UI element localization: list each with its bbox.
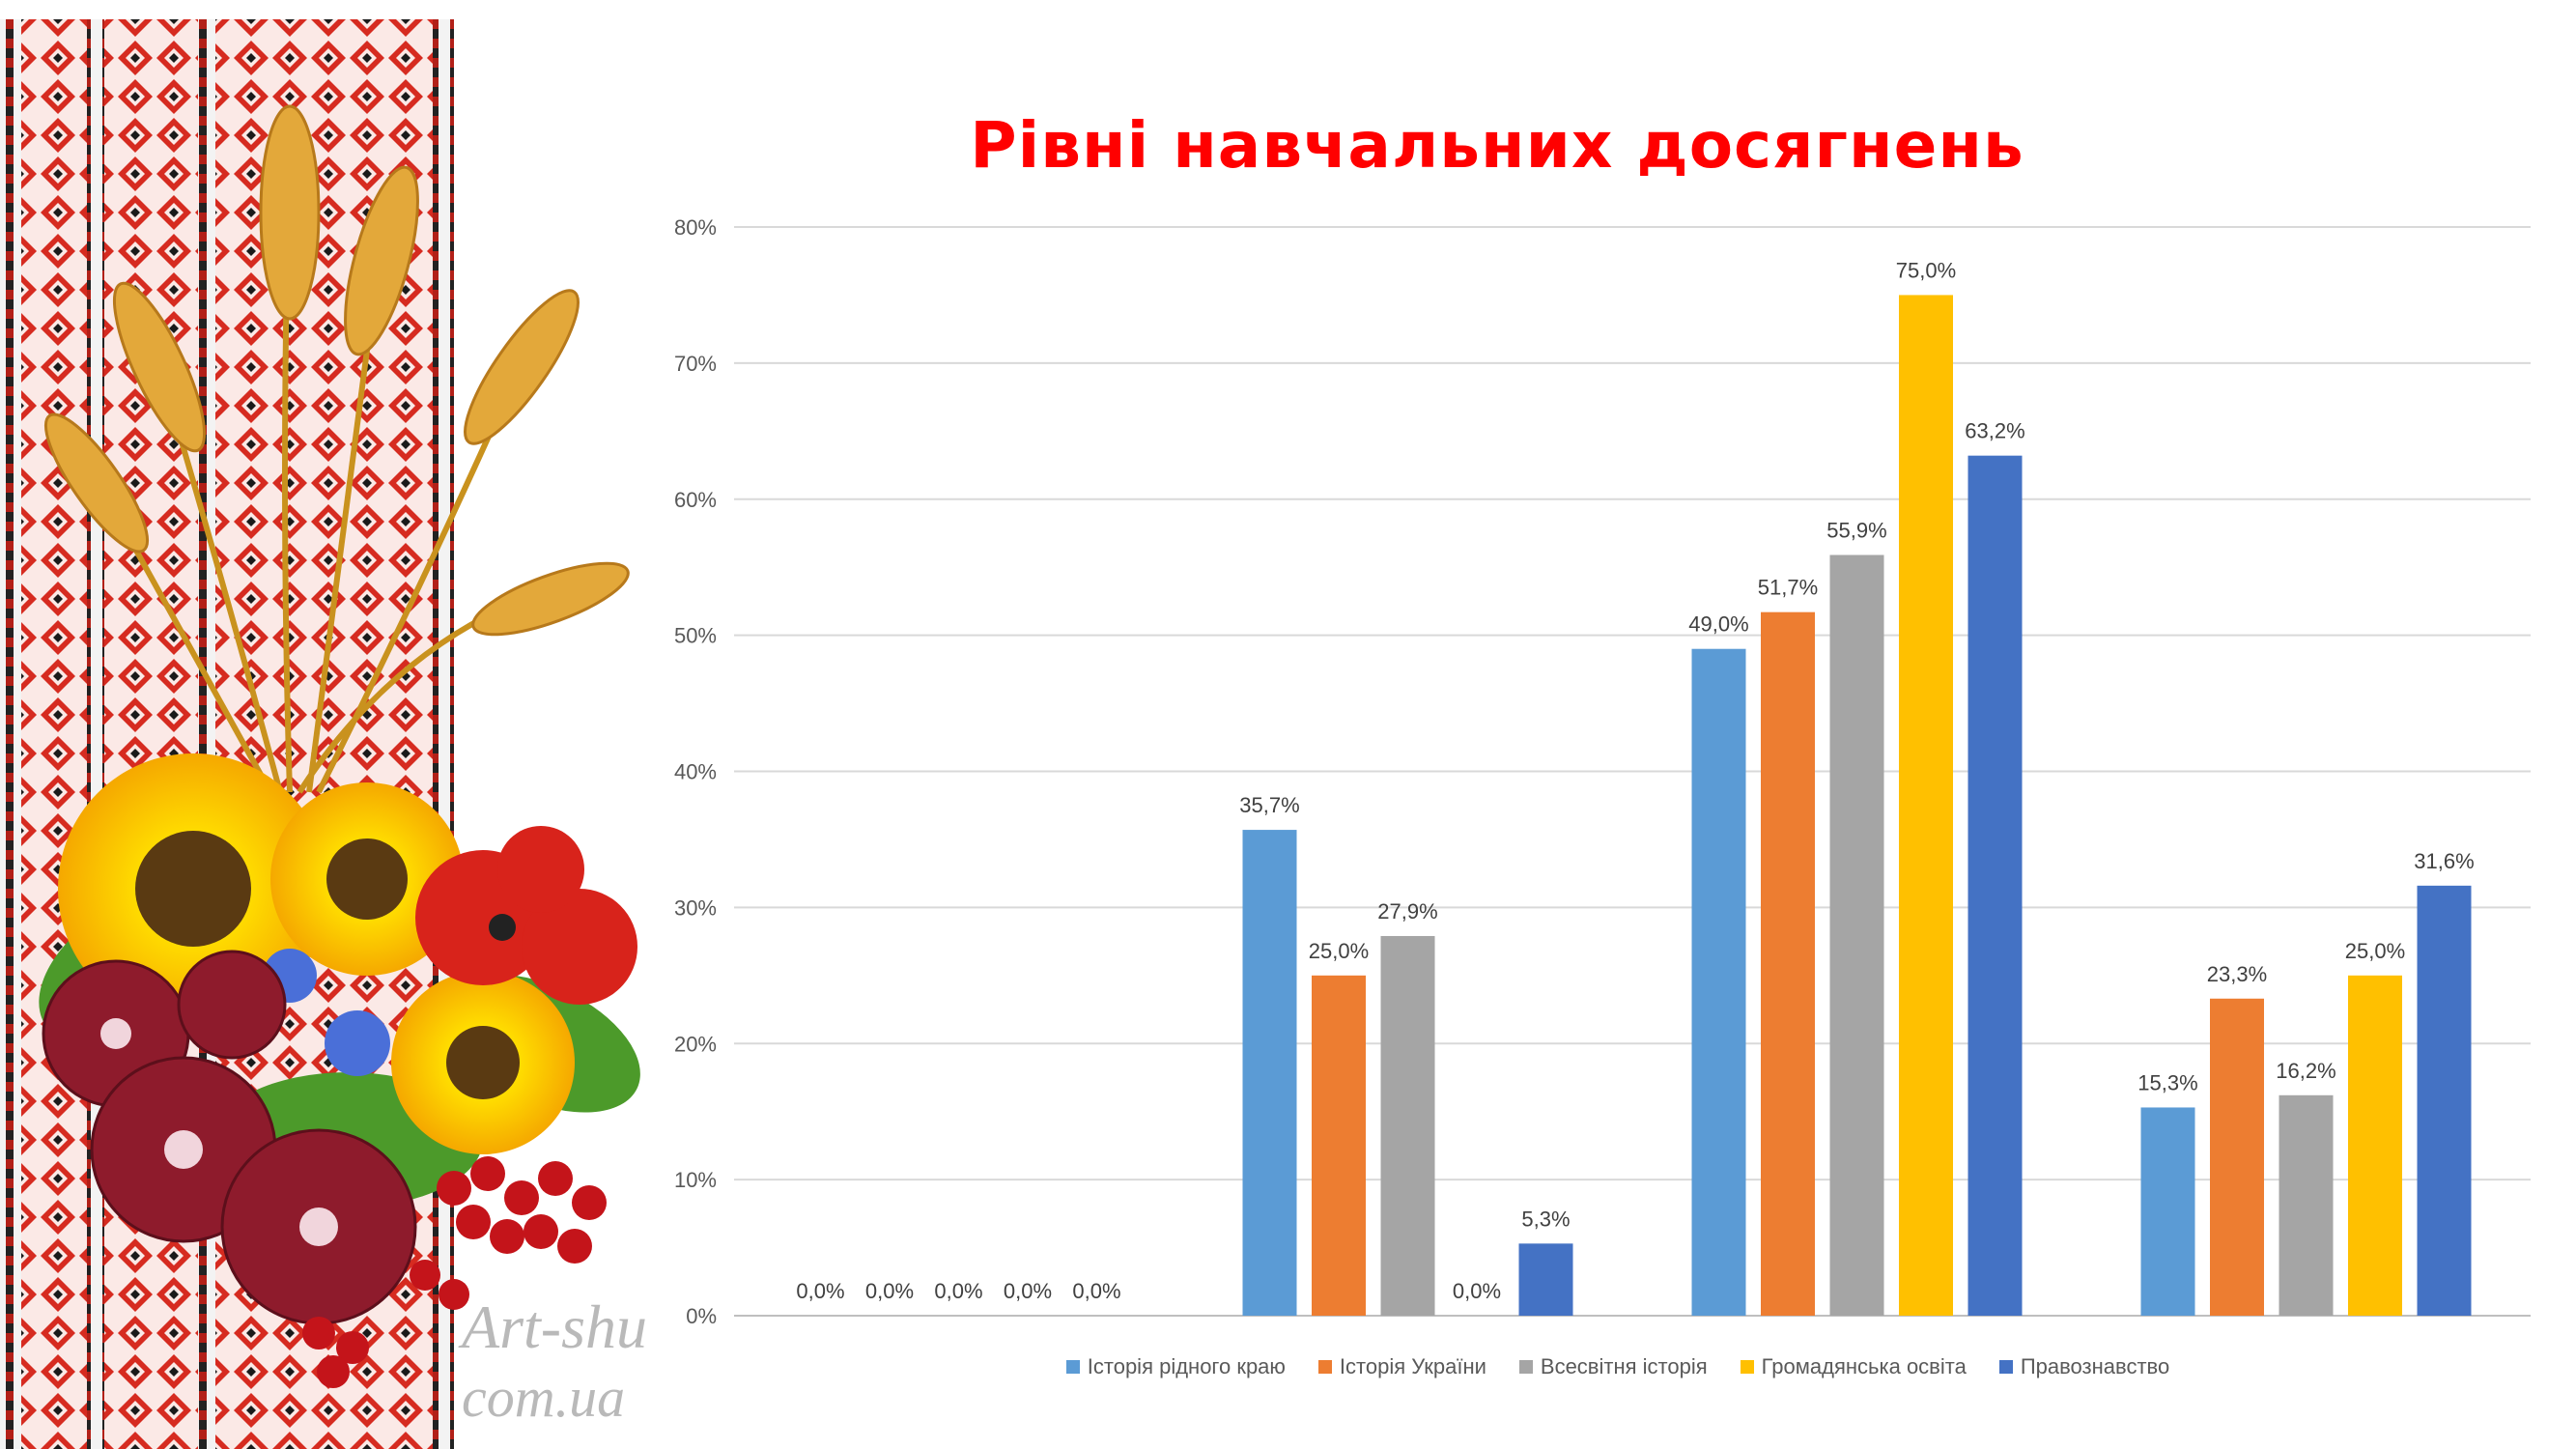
legend-label: Всесвітня історія [1540, 1354, 1708, 1378]
data-label: 49,0% [1688, 612, 1748, 637]
bar [2417, 885, 2472, 1316]
y-axis: 0% 10% 20% 30% 40% 50% 60% 70% 80% [674, 215, 717, 1328]
legend-item: Історія рідного краю [1065, 1354, 1286, 1379]
legend-item: Правознавство [1998, 1354, 2170, 1379]
data-label: 75,0% [1896, 258, 1956, 282]
data-label: 51,7% [1758, 576, 1818, 600]
watermark-text: Art-shu [462, 1293, 647, 1361]
legend-swatch [1317, 1360, 1332, 1374]
data-label: 31,6% [2414, 849, 2474, 873]
bar [1829, 554, 1884, 1316]
bars [1242, 295, 2472, 1316]
data-label: 25,0% [2345, 939, 2405, 963]
data-label: 63,2% [1965, 419, 2024, 443]
decorative-panel: Art-shu com.ua [0, 0, 676, 1449]
bar [1242, 830, 1297, 1316]
bar [1312, 975, 1366, 1316]
y-tick-label: 40% [674, 760, 717, 784]
bar [2140, 1107, 2195, 1316]
y-tick-label: 70% [674, 352, 717, 376]
watermark-domain: com.ua [462, 1366, 626, 1429]
data-labels: 0,0% 0,0% 0,0% 0,0% 0,0% 35,7% 25,0% 27,9% 0,0% 5… [796, 258, 2474, 1303]
bar [1691, 648, 1746, 1316]
data-label: 0,0% [1453, 1279, 1501, 1303]
y-tick-label: 80% [674, 215, 717, 240]
data-label: 0,0% [1004, 1279, 1052, 1303]
bar [2210, 998, 2264, 1316]
legend-label: Історія рідного краю [1087, 1354, 1286, 1378]
bar [1380, 935, 1435, 1316]
legend-item: Громадянська освіта [1740, 1354, 1967, 1379]
chart-title: Рівні навчальних досягнень [970, 108, 2024, 183]
data-label: 0,0% [865, 1279, 914, 1303]
legend-swatch [1998, 1360, 2013, 1374]
legend-swatch [1518, 1360, 1533, 1374]
bar [1518, 1243, 1573, 1316]
bar [1761, 611, 1815, 1316]
legend-label: Громадянська освіта [1761, 1354, 1967, 1378]
chart-legend: Історія рідного краю Історія України Всесв… [1014, 1354, 2222, 1379]
legend-swatch [1065, 1360, 1080, 1374]
data-label: 27,9% [1377, 899, 1437, 923]
data-label: 55,9% [1826, 519, 1886, 543]
gridlines [734, 226, 2531, 1317]
y-tick-label: 30% [674, 895, 717, 920]
data-label: 16,2% [2276, 1059, 2335, 1083]
y-tick-label: 0% [686, 1304, 717, 1328]
bar [2348, 975, 2402, 1316]
legend-item: Історія України [1317, 1354, 1486, 1379]
data-label: 35,7% [1239, 793, 1299, 817]
data-label: 5,3% [1521, 1207, 1570, 1231]
legend-item: Всесвітня історія [1518, 1354, 1708, 1379]
data-label: 0,0% [796, 1279, 844, 1303]
bar [2279, 1094, 2334, 1316]
y-tick-label: 50% [674, 624, 717, 648]
embroidery-bouquet-image [0, 19, 640, 1449]
data-label: 15,3% [2137, 1070, 2197, 1094]
y-tick-label: 10% [674, 1168, 717, 1192]
legend-label: Історія України [1339, 1354, 1486, 1378]
data-label: 23,3% [2207, 962, 2267, 986]
y-tick-label: 60% [674, 488, 717, 512]
data-label: 0,0% [1072, 1279, 1120, 1303]
bar [1899, 295, 1953, 1316]
legend-swatch [1740, 1360, 1754, 1374]
data-label: 25,0% [1309, 939, 1369, 963]
data-label: 0,0% [934, 1279, 982, 1303]
bar [1967, 455, 2023, 1316]
y-tick-label: 20% [674, 1032, 717, 1056]
legend-label: Правознавство [2020, 1354, 2170, 1378]
